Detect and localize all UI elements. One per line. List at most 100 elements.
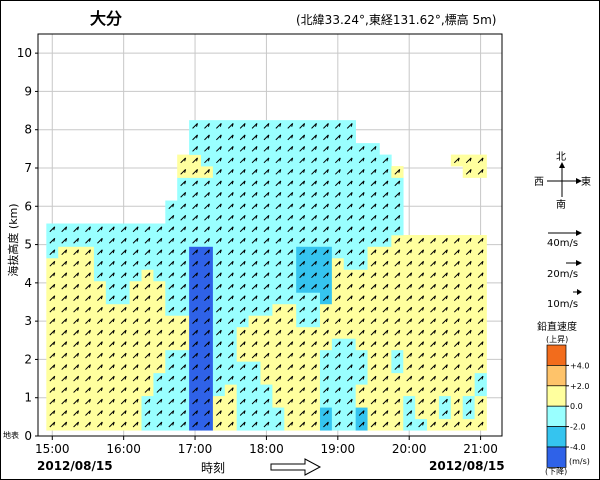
wind-barb (334, 237, 341, 244)
wind-barb (144, 387, 151, 393)
wind-barb (453, 341, 460, 347)
wind-barb (394, 180, 401, 187)
wind-barb (251, 329, 258, 336)
wind-barb (311, 375, 317, 382)
wind-barb (453, 364, 460, 370)
wind-barb (382, 341, 389, 347)
wind-barb (358, 341, 365, 347)
wind-barb (192, 398, 199, 405)
wind-barb (418, 306, 425, 313)
wind-barb (216, 214, 222, 221)
wind-barb (299, 203, 306, 210)
wind-barb (204, 387, 210, 393)
x-tick-label: 20:00 (392, 442, 427, 456)
wind-barb (358, 169, 365, 175)
time-arrow-icon (270, 458, 322, 476)
wind-barb (204, 146, 210, 152)
wind-barb (370, 421, 377, 428)
wind-barb (275, 295, 282, 301)
wind-barb (251, 146, 258, 152)
wind-barb (394, 226, 401, 233)
wind-barb (49, 237, 56, 244)
wind-barb (334, 146, 341, 152)
wind-barb (49, 387, 56, 393)
wind-barb (227, 295, 234, 301)
wind-barb (465, 375, 472, 382)
wind-barb (477, 283, 484, 290)
wind-barb (358, 272, 365, 279)
wind-barb (85, 306, 91, 313)
wind-barb (132, 318, 139, 324)
wind-barb (144, 272, 151, 279)
wind-barb (299, 146, 306, 152)
wind-barb (311, 306, 317, 313)
wind-barb (227, 214, 234, 221)
wind-barb (323, 180, 329, 187)
wind-barb (358, 283, 365, 290)
wind-barb (299, 260, 306, 267)
wind-barb (299, 226, 306, 233)
wind-barb (204, 318, 210, 324)
wind-barb (120, 364, 127, 370)
wind-barb (299, 318, 306, 324)
wind-barb (144, 237, 151, 244)
wind-barb (85, 249, 91, 256)
wind-barb (216, 203, 222, 210)
wind-barb (251, 169, 258, 175)
wind-barb (216, 123, 222, 129)
legend-tick-label: +4.0 (570, 361, 589, 370)
wind-barb (394, 272, 401, 279)
wind-barbs (49, 123, 484, 428)
wind-barb (85, 260, 91, 267)
wind-barb (61, 237, 68, 244)
wind-barb (85, 341, 91, 347)
wind-barb (323, 157, 329, 164)
compass-north: 北 (556, 151, 566, 163)
wind-barb (465, 283, 472, 290)
wind-barb (311, 260, 317, 267)
wind-barb (334, 226, 341, 233)
y-axis-label: 海抜高度 (km) (6, 203, 20, 276)
wind-barb (299, 375, 306, 382)
wind-barb (216, 295, 222, 301)
wind-barb (263, 398, 270, 405)
wind-barb (73, 387, 80, 393)
wind-barb (346, 398, 353, 405)
wind-barb (311, 226, 317, 233)
wind-barb (180, 191, 187, 198)
wind-barb (382, 398, 389, 405)
wind-barb (156, 364, 163, 370)
wind-barb (227, 306, 234, 313)
wind-barb (406, 398, 413, 405)
wind-barb (251, 249, 258, 256)
wind-barb (239, 375, 246, 382)
wind-barb (311, 329, 317, 336)
wind-barb (311, 352, 317, 359)
wind-barb (180, 410, 187, 416)
y-tick-label: 1 (24, 391, 32, 405)
wind-barb (453, 249, 460, 256)
wind-barb (132, 295, 139, 301)
wind-barb (180, 214, 187, 221)
wind-barb (453, 306, 460, 313)
wind-barb (168, 387, 175, 393)
wind-barb (346, 295, 353, 301)
wind-barb (227, 169, 234, 175)
wind-barb (85, 237, 91, 244)
wind-barb (192, 237, 199, 244)
y-tick-label: 10 (17, 46, 32, 60)
wind-barb (156, 306, 163, 313)
wind-barb (168, 306, 175, 313)
wind-barb (346, 387, 353, 393)
wind-barb (251, 375, 258, 382)
wind-barb (251, 123, 258, 129)
wind-barb (287, 318, 294, 324)
wind-barb (239, 260, 246, 267)
wind-barb (299, 341, 306, 347)
wind-barb (275, 146, 282, 152)
wind-barb (227, 260, 234, 267)
wind-barb (418, 283, 425, 290)
wind-barb (144, 249, 151, 256)
x-tick-label: 18:00 (249, 442, 284, 456)
wind-barb (216, 134, 222, 141)
